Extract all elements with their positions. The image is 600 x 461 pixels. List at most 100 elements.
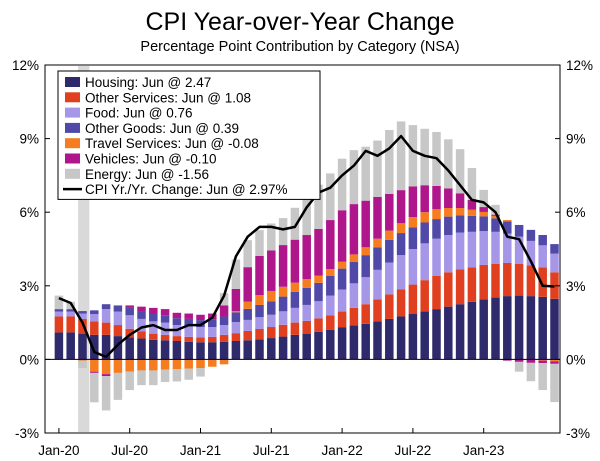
- bar-segment-s2-m7: [137, 318, 146, 332]
- bar-segment-s4-m22: [314, 275, 323, 283]
- bar-segment-s0-m6: [125, 337, 134, 360]
- bar-segment-s1-m39: [514, 263, 524, 296]
- bar-segment-s3-m10: [172, 318, 182, 326]
- bar-segment-s4-m2: [78, 359, 87, 361]
- bar-segment-s2-m3: [90, 314, 99, 322]
- bar-segment-s4-m31: [420, 212, 429, 223]
- bar-segment-s6-m25: [349, 150, 359, 205]
- y-tick-label-left: 0%: [19, 352, 39, 367]
- bar-segment-s1-m25: [349, 307, 359, 326]
- bar-segment-s0-m35: [467, 301, 477, 360]
- bar-segment-s0-m1: [66, 332, 75, 360]
- bar-segment-s3-m31: [420, 222, 429, 244]
- bar-segment-s3-m30: [408, 227, 418, 249]
- bar-segment-s2-m23: [326, 295, 335, 316]
- bar-segment-s1-m19: [278, 324, 288, 337]
- bar-segment-s2-m26: [361, 277, 370, 305]
- bar-segment-s2-m5: [113, 311, 123, 326]
- legend-label: Other Services: Jun @ 1.08: [85, 90, 251, 105]
- bar-segment-s2-m32: [432, 238, 441, 276]
- bar-segment-s3-m13: [208, 319, 217, 328]
- bar-segment-s6-m37: [491, 204, 500, 215]
- bar-segment-s6-m35: [467, 168, 477, 200]
- bar-segment-s1-m38: [503, 262, 512, 297]
- bar-segment-s2-m4: [101, 309, 111, 323]
- bar-segment-s0-m4: [101, 334, 111, 360]
- bar-segment-s2-m29: [396, 255, 406, 290]
- bar-segment-s6-m41: [538, 363, 547, 391]
- bar-segment-s5-m22: [314, 228, 323, 276]
- bar-segment-s3-m38: [503, 221, 512, 234]
- bar-segment-s0-m34: [455, 304, 465, 360]
- bar-segment-s4-m23: [326, 269, 335, 276]
- bar-segment-s0-m33: [444, 306, 453, 360]
- x-tick-label: Jul-22: [395, 443, 432, 458]
- bar-segment-s0-m29: [396, 316, 406, 360]
- bar-segment-s1-m6: [125, 328, 134, 338]
- cpi-line: [58, 134, 555, 359]
- bar-segment-s5-m11: [184, 313, 193, 319]
- bar-segment-s0-m7: [137, 338, 146, 360]
- bar-segment-s2-m8: [149, 321, 158, 334]
- bar-segment-s0-m26: [361, 323, 370, 360]
- legend-swatch: [65, 92, 80, 103]
- bar-segment-s6-m27: [373, 140, 382, 197]
- bar-segment-s1-m34: [455, 269, 465, 305]
- bar-segment-s0-m11: [184, 341, 193, 360]
- bar-segment-s4-m36: [479, 211, 488, 217]
- plot-border: [44, 64, 561, 434]
- x-tick-label: Jul-20: [111, 443, 148, 458]
- y-tick-label-left: 3%: [19, 279, 39, 294]
- bar-segment-s2-m19: [278, 311, 288, 325]
- bar-segment-s4-m16: [243, 301, 252, 309]
- bar-segment-s0-m27: [373, 321, 382, 360]
- x-tick-label: Jan-23: [463, 443, 504, 458]
- bar-segment-s5-m32: [432, 185, 441, 210]
- bar-segment-s0-m0: [54, 332, 64, 360]
- bar-segment-s2-m33: [444, 235, 453, 273]
- legend-label: Energy: Jun @ -1.56: [85, 167, 209, 182]
- bar-segment-s3-m12: [196, 320, 205, 328]
- bar-segment-s5-m20: [290, 239, 300, 283]
- bar-segment-s4-m12: [196, 359, 205, 368]
- bar-segment-s3-m36: [479, 216, 488, 232]
- bar-segment-s5-m23: [326, 220, 335, 270]
- bar-segment-s0-m12: [196, 342, 205, 360]
- bar-segment-s4-m9: [160, 359, 170, 370]
- bar-segment-s6-m2: [78, 360, 87, 368]
- bar-segment-s0-m32: [432, 309, 441, 360]
- bar-segment-s6-m7: [137, 370, 146, 386]
- legend-label: Vehicles: Jun @ -0.10: [85, 152, 217, 167]
- bar-segment-s4-m4: [101, 359, 111, 375]
- bar-segment-s3-m37: [491, 218, 500, 232]
- bar-segment-s1-m31: [420, 280, 429, 312]
- bar-segment-s6-m4: [101, 376, 111, 411]
- bar-segment-s4-m29: [396, 223, 406, 234]
- bar-segment-s0-m9: [160, 340, 170, 360]
- bar-segment-s3-m42: [550, 244, 559, 254]
- legend-box: [57, 70, 321, 200]
- bar-segment-s3-m27: [373, 247, 382, 270]
- bar-segment-s0-m30: [408, 314, 418, 360]
- bar-segment-s2-m41: [538, 245, 547, 268]
- bar-segment-s2-m37: [491, 231, 500, 264]
- bar-segment-s3-m26: [361, 255, 370, 278]
- bar-segment-s4-m19: [278, 286, 288, 297]
- legend-swatch: [65, 122, 80, 133]
- bar-segment-s1-m22: [314, 318, 323, 332]
- bar-segment-s5-m36: [479, 207, 488, 212]
- bar-segment-s3-m22: [314, 282, 323, 302]
- bar-segment-s1-m18: [267, 327, 276, 339]
- bar-segment-s4-m30: [408, 217, 418, 228]
- bar-segment-s1-m3: [90, 321, 99, 335]
- bar-segment-s1-m29: [396, 289, 406, 317]
- x-tick-label: Jan-22: [321, 443, 362, 458]
- bar-segment-s1-m32: [432, 275, 441, 310]
- x-tick-label: Jan-21: [180, 443, 221, 458]
- bar-segment-s6-m5: [113, 372, 123, 400]
- bar-segment-s2-m40: [526, 240, 536, 266]
- bar-segment-s5-m30: [408, 186, 418, 218]
- bar-segment-s0-m39: [514, 295, 524, 360]
- bar-segment-s3-m15: [231, 312, 241, 323]
